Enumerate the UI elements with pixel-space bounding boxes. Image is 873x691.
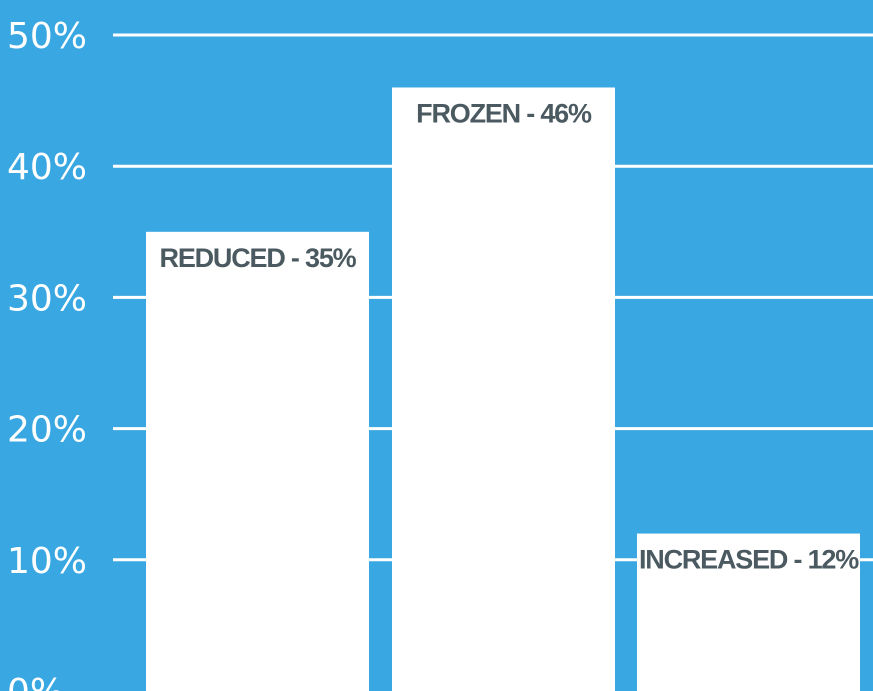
y-tick-label: 40% xyxy=(7,147,87,188)
bar-reduced xyxy=(146,231,369,691)
y-tick-label: 20% xyxy=(7,410,87,451)
bar-data-label: INCREASED - 12% xyxy=(639,545,859,575)
y-tick-label: 0% xyxy=(7,672,64,691)
bar-increased xyxy=(637,533,860,691)
y-tick-label: 10% xyxy=(7,541,87,582)
bars xyxy=(146,87,860,691)
bar-data-label: FROZEN - 46% xyxy=(416,98,592,128)
bar-labels: REDUCED - 35% FROZEN - 46% INCREASED - 12% xyxy=(160,98,861,575)
bar-data-label: REDUCED - 35% xyxy=(160,243,357,273)
y-tick-label: 30% xyxy=(7,278,87,319)
y-tick-label: 50% xyxy=(7,16,87,57)
y-axis-ticks: 0% 10% 20% 30% 40% 50% xyxy=(7,16,87,691)
bar-frozen xyxy=(392,87,615,691)
